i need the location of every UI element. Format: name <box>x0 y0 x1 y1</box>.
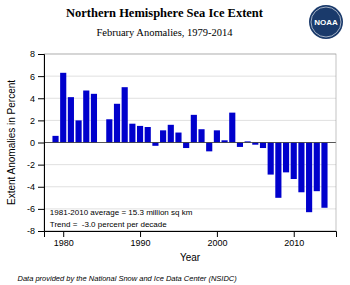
x-axis-line <box>45 232 337 238</box>
bar <box>91 94 97 143</box>
bar <box>106 119 112 142</box>
grid-line <box>44 186 336 187</box>
y-tick-mark <box>38 209 44 210</box>
y-tick-mark <box>38 120 44 121</box>
x-tick-label: 2000 <box>207 238 227 248</box>
bar <box>183 143 189 149</box>
footer: Data provided by the National Snow and I… <box>18 274 238 283</box>
y-tick-label: 8 <box>30 49 35 59</box>
y-tick-mark <box>38 143 44 144</box>
bar <box>145 127 151 142</box>
y-tick-label: 6 <box>30 72 35 82</box>
x-tick-mark <box>217 231 218 237</box>
bar <box>152 143 158 146</box>
y-axis: -8 -6 -4 -2 0 2 4 6 8 <box>27 49 45 236</box>
bar <box>306 143 312 213</box>
bar <box>260 143 266 149</box>
y-tick: 6 <box>30 72 44 82</box>
bar <box>268 143 274 175</box>
chart-svg: 1980 1990 2000 2010 -8 -6 -4 -2 0 2 4 6 8 Year Extent … <box>0 0 350 285</box>
x-tick: 1990 <box>131 231 151 248</box>
bar <box>60 73 66 143</box>
y-tick-label: -2 <box>27 160 35 170</box>
grid <box>44 54 336 231</box>
x-tick-label: 1980 <box>54 238 74 248</box>
annotation: Trend = -3.0 percent per decade <box>50 220 167 229</box>
x-axis-label: Year <box>180 252 201 263</box>
bar <box>314 143 320 192</box>
logo-text: NOAA <box>314 18 338 27</box>
y-tick: -2 <box>27 160 44 170</box>
bar <box>160 130 166 142</box>
y-tick: -6 <box>27 204 44 214</box>
y-tick-label: 0 <box>30 138 35 148</box>
logo-circle <box>309 5 343 39</box>
bar <box>122 87 128 142</box>
zero-line <box>44 142 336 143</box>
y-tick-mark <box>38 187 44 188</box>
plot-frame <box>44 54 336 231</box>
bar <box>175 133 181 143</box>
bar <box>68 97 74 142</box>
x-axis: 1980 1990 2000 2010 <box>45 231 337 248</box>
bar <box>237 143 243 147</box>
y-tick-mark <box>38 54 44 55</box>
x-tick: 2010 <box>284 231 304 248</box>
bar <box>129 124 135 143</box>
bar <box>76 120 82 142</box>
x-tick-mark <box>63 231 64 237</box>
annotation: 1981-2010 average = 15.3 million sq km <box>50 208 193 217</box>
y-tick-mark <box>38 231 44 232</box>
y-tick-label: -4 <box>27 182 35 192</box>
y-tick: 2 <box>30 116 44 126</box>
y-tick: -8 <box>27 226 44 236</box>
y-tick: 0 <box>30 138 44 148</box>
x-tick-mark <box>140 231 141 237</box>
bar <box>137 126 143 143</box>
logo-ring <box>311 7 341 37</box>
y-tick-mark <box>38 76 44 77</box>
x-tick-label: 2010 <box>284 238 304 248</box>
bar <box>198 129 204 142</box>
bar <box>52 136 58 143</box>
y-tick: -4 <box>27 182 44 192</box>
bar <box>321 143 327 208</box>
y-tick-label: 4 <box>30 94 35 104</box>
x-tick-label: 1990 <box>131 238 151 248</box>
bar <box>291 143 297 180</box>
chart-container: 1980 1990 2000 2010 -8 -6 -4 -2 0 2 4 6 8 Year Extent … <box>0 0 350 285</box>
y-tick: 4 <box>30 94 44 104</box>
x-tick: 1980 <box>54 231 74 248</box>
y-tick-mark <box>38 98 44 99</box>
x-tick: 2000 <box>207 231 227 248</box>
bar <box>275 143 281 198</box>
bar <box>168 125 174 143</box>
bar <box>114 104 120 143</box>
bar <box>206 143 212 152</box>
grid-line <box>44 76 336 77</box>
y-tick: 8 <box>30 49 44 59</box>
bar <box>298 143 304 193</box>
y-axis-label: Extent Anomalies in Percent <box>6 80 17 205</box>
bar <box>191 115 197 143</box>
bar <box>283 143 289 173</box>
y-tick-label: -8 <box>27 226 35 236</box>
y-tick-label: -6 <box>27 204 35 214</box>
title: Northern Hemisphere Sea Ice Extent <box>66 6 264 20</box>
y-tick-label: 2 <box>30 116 35 126</box>
x-tick-mark <box>294 231 295 237</box>
bar <box>214 130 220 142</box>
subtitle: February Anomalies, 1979-2014 <box>96 27 233 38</box>
bar <box>83 91 89 143</box>
logo: NOAA <box>309 5 343 39</box>
bar <box>229 113 235 143</box>
y-axis-line <box>38 55 45 232</box>
y-tick-mark <box>38 165 44 166</box>
grid-line <box>44 142 336 143</box>
